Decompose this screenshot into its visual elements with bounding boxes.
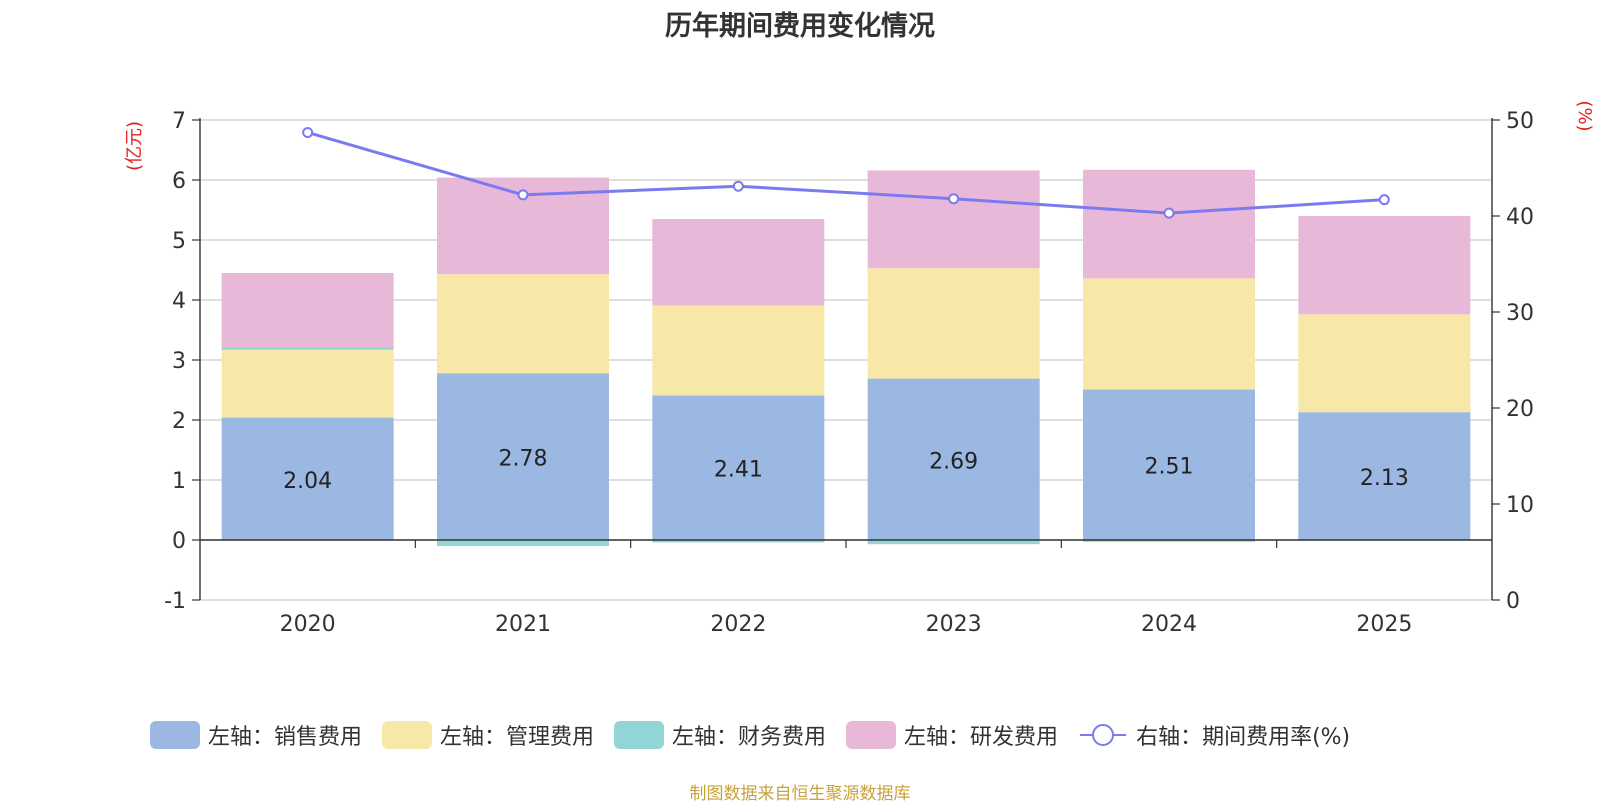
chart: -1 0 1 2 3 4 5 6 7 0 10 20 30 40 50 2020 2021 2022 2023 202… <box>124 100 1595 637</box>
bar-admin-2023 <box>867 268 1040 379</box>
bar-admin-2020 <box>221 349 394 418</box>
left-axis-tick-label: 1 <box>172 469 186 494</box>
bar-rnd-2023 <box>867 170 1040 269</box>
legend-item-expense-rate[interactable]: 右轴：期间费用率(%) <box>1078 719 1350 751</box>
legend-label-finance: 左轴：财务费用 <box>672 725 827 750</box>
data-source-note: 制图数据来自恒生聚源数据库 <box>689 784 911 804</box>
bar-rnd-2024 <box>1083 169 1255 279</box>
right-axis-tick-label: 20 <box>1506 397 1534 422</box>
legend-swatch-finance <box>614 721 665 749</box>
point-expense-rate-2023 <box>948 193 960 205</box>
bar-admin-2025 <box>1298 314 1471 413</box>
point-expense-rate-2025 <box>1378 194 1390 206</box>
left-axis-tick-label: 3 <box>172 349 186 374</box>
x-axis-tick-label: 2021 <box>495 612 551 637</box>
bar-finance-2023 <box>867 540 1040 545</box>
right-axis-tick-label: 10 <box>1506 493 1534 518</box>
left-axis-tick-label: 7 <box>172 109 186 134</box>
left-axis-tick-label: 2 <box>172 409 186 434</box>
bar-finance-2021 <box>437 540 609 546</box>
bar-finance-2022 <box>652 540 825 543</box>
bar-sales-2025 <box>1298 412 1471 540</box>
legend-swatch-rnd <box>846 721 897 749</box>
bar-admin-2022 <box>652 305 825 396</box>
legend-item-finance[interactable]: 左轴：财务费用 <box>614 719 826 751</box>
right-axis-tick-label: 50 <box>1506 109 1534 134</box>
point-expense-rate-2020 <box>302 126 314 138</box>
bar-sales-2021 <box>437 373 609 540</box>
data-label-sales-2023: 2.69 <box>929 449 978 474</box>
chart-title: 历年期间费用变化情况 <box>665 11 935 42</box>
bar-sales-2023 <box>867 378 1040 540</box>
right-axis-tick-label: 40 <box>1506 205 1534 230</box>
left-axis-tick-label: 5 <box>172 229 186 254</box>
legend-label-sales: 左轴：销售费用 <box>208 725 363 750</box>
bar-sales-2020 <box>221 417 394 540</box>
line-expense-rate <box>307 131 1385 215</box>
legend-label-rnd: 左轴：研发费用 <box>904 725 1059 750</box>
bar-finance-2024 <box>1083 540 1255 542</box>
legend-item-rnd[interactable]: 左轴：研发费用 <box>846 719 1058 751</box>
right-axis-tick-label: 0 <box>1506 589 1520 614</box>
left-axis-unit-label: (亿元) <box>124 121 145 171</box>
data-label-sales-2020: 2.04 <box>283 469 332 494</box>
bar-rnd-2022 <box>652 219 825 306</box>
left-axis-tick-label: 6 <box>172 169 186 194</box>
x-axis-tick-label: 2023 <box>926 612 982 637</box>
legend-swatch-sales <box>150 721 200 749</box>
legend-line-marker-icon <box>1080 724 1127 746</box>
left-axis-tick-label: 0 <box>172 529 186 554</box>
data-label-sales-2024: 2.51 <box>1145 455 1194 480</box>
data-label-sales-2021: 2.78 <box>499 447 548 472</box>
bar-sales-2024 <box>1083 389 1255 540</box>
legend-item-sales[interactable]: 左轴：销售费用 <box>150 719 362 751</box>
data-label-sales-2025: 2.13 <box>1360 466 1409 491</box>
bar-admin-2021 <box>437 274 609 374</box>
data-label-sales-2022: 2.41 <box>714 458 763 483</box>
legend-label-expense-rate: 右轴：期间费用率(%) <box>1136 725 1351 750</box>
bar-admin-2024 <box>1083 278 1255 390</box>
left-axis-tick-label: -1 <box>164 589 186 614</box>
point-expense-rate-2024 <box>1163 207 1175 219</box>
bar-finance-2020 <box>221 346 394 350</box>
point-expense-rate-2022 <box>732 180 744 192</box>
x-axis-tick-label: 2022 <box>710 612 766 637</box>
point-expense-rate-2021 <box>517 189 529 201</box>
x-axis-tick-label: 2024 <box>1141 612 1197 637</box>
legend: 左轴：销售费用 左轴：管理费用 左轴：财务费用 左轴：研发费用 右轴：期间费用率… <box>150 718 1370 752</box>
bar-rnd-2025 <box>1298 216 1471 315</box>
right-axis-unit-label: (%) <box>1574 100 1595 131</box>
legend-item-admin[interactable]: 左轴：管理费用 <box>382 719 594 751</box>
legend-label-admin: 左轴：管理费用 <box>440 725 595 750</box>
x-axis-tick-label: 2025 <box>1356 612 1412 637</box>
bar-sales-2022 <box>652 395 825 540</box>
x-axis-tick-label: 2020 <box>280 612 336 637</box>
right-axis-tick-label: 30 <box>1506 301 1534 326</box>
left-axis-tick-label: 4 <box>172 289 186 314</box>
legend-swatch-admin <box>382 721 433 749</box>
bar-rnd-2020 <box>221 273 394 347</box>
